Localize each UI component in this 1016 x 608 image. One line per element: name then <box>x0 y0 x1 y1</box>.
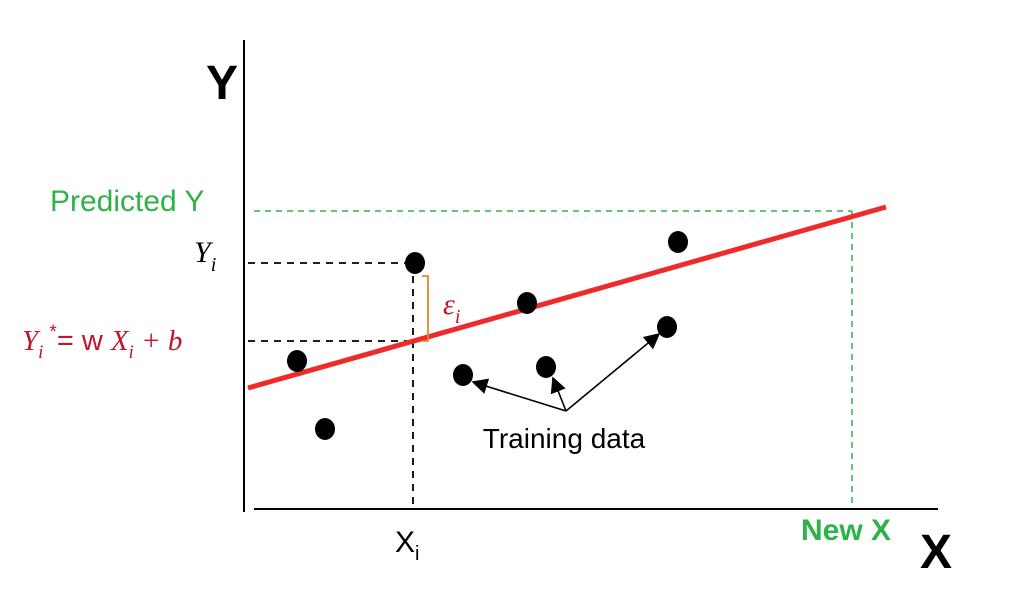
formula-middle: = w <box>57 325 111 357</box>
regression-line <box>247 204 887 391</box>
arrow-icon <box>471 332 661 412</box>
arrow-to-point-3 <box>565 332 661 412</box>
xi-tick-label: Xi <box>395 526 419 565</box>
y-axis-label: Y <box>206 57 238 110</box>
formula-star: * <box>49 322 57 343</box>
data-point <box>517 292 537 314</box>
formula-tail: + b <box>134 325 183 357</box>
formula-x: X <box>110 325 130 357</box>
error-label: εi <box>443 288 460 328</box>
data-point <box>536 356 556 378</box>
xi-tick-subscript: i <box>415 543 419 565</box>
yi-label: Yi <box>194 236 216 276</box>
new-x-label: New X <box>801 514 891 547</box>
data-point <box>668 231 688 253</box>
data-point <box>287 350 307 372</box>
yi-subscript: i <box>211 254 217 276</box>
data-point <box>405 252 425 274</box>
arrow-to-point-2 <box>550 376 567 412</box>
x-axis-label: X <box>920 526 952 579</box>
error-subscript: i <box>455 306 461 328</box>
formula-y: Y <box>22 325 41 357</box>
xi-tick-base: X <box>395 526 415 559</box>
data-points <box>287 231 688 440</box>
error-bracket <box>422 275 429 342</box>
data-point <box>657 316 677 338</box>
data-point <box>315 418 335 440</box>
yi-base: Y <box>194 236 214 269</box>
formula-label: Yi *= w Xi + b <box>22 322 182 363</box>
formula-x-subscript: i <box>129 342 134 363</box>
data-point <box>453 364 473 386</box>
error-symbol: ε <box>443 288 455 321</box>
training-data-label: Training data <box>483 423 646 454</box>
formula-y-subscript: i <box>38 342 43 363</box>
arrow-to-point-1 <box>471 378 567 412</box>
predicted-y-label: Predicted Y <box>50 185 205 218</box>
